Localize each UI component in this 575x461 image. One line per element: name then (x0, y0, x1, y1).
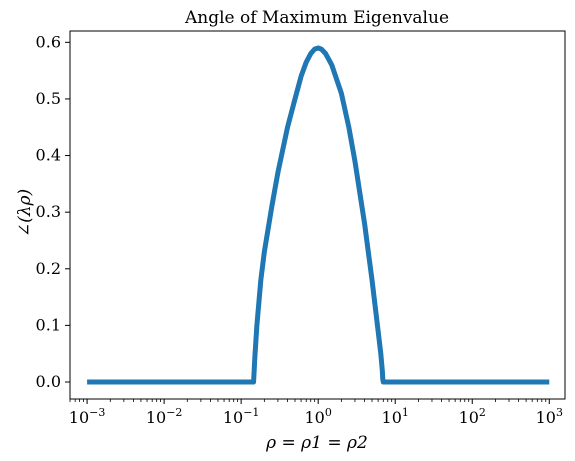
plot-area (87, 45, 550, 385)
chart-title: Angle of Maximum Eigenvalue (184, 8, 449, 28)
x-axis-label: ρ = ρ1 = ρ2 (265, 433, 368, 453)
y-tick-label: 0.3 (36, 202, 61, 221)
y-tick-label: 0.6 (36, 32, 61, 51)
x-tick-label: 103 (536, 406, 563, 427)
y-tick-label: 0.1 (36, 315, 61, 334)
y-tick-label: 0.4 (36, 146, 61, 165)
x-tick-label: 101 (382, 406, 409, 427)
y-tick-label: 0.5 (36, 89, 61, 108)
x-tick-label: 10−2 (146, 406, 183, 427)
x-tick-label: 102 (459, 406, 486, 427)
x-tick-label: 10−1 (223, 406, 260, 427)
x-tick-label: 100 (305, 406, 332, 427)
series-line-0 (87, 45, 550, 385)
y-axis-label: ∠(λρ) (15, 189, 35, 237)
axes-frame (69, 30, 566, 400)
x-tick-label: 10−3 (69, 406, 106, 427)
y-axis: 0.0 0.1 0.2 0.3 0.4 0.5 0.6 (36, 32, 70, 391)
plot-frame (69, 30, 566, 400)
y-tick-label: 0.2 (36, 259, 61, 278)
y-tick-label: 0.0 (36, 372, 61, 391)
x-axis: 10−3 10−2 10−1 100 101 102 103 (69, 399, 563, 427)
